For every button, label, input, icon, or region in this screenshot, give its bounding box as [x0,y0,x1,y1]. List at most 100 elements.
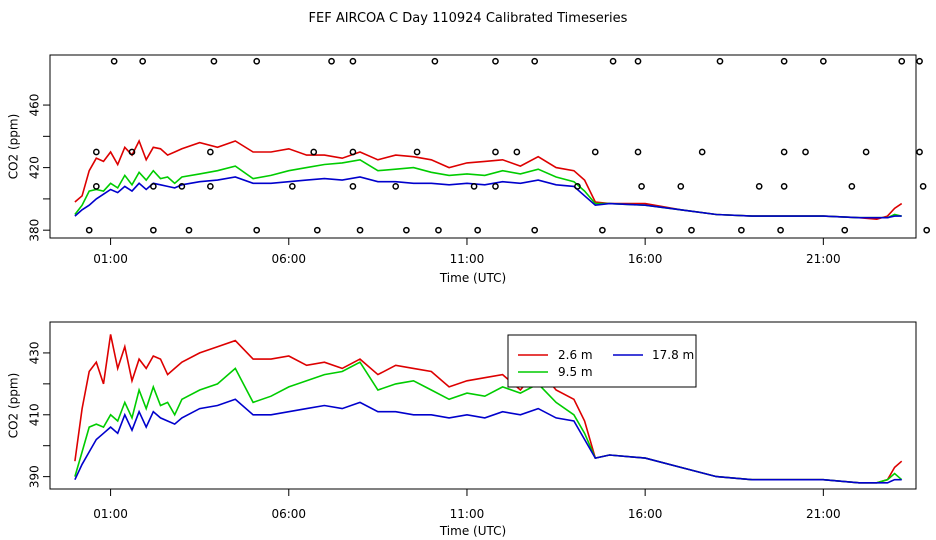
marker-point [609,57,617,65]
chart-title: FEF AIRCOA C Day 110924 Calibrated Times… [309,11,628,26]
marker-point [492,57,499,65]
y-tick-label: 420 [28,156,42,179]
panel-top: 01:00 06:00 11:00 16:00 21:00 380 420 460 Time (… [7,54,931,285]
plot-frame [49,54,917,239]
legend: 2.6 m 9.5 m 17.8 m [507,334,697,388]
marker-point [310,148,318,156]
x-tick-label: 01:00 [93,507,128,521]
marker-point [210,57,218,65]
marker-point [139,57,147,65]
marker-point [677,183,685,190]
x-axis-label: Time (UTC) [439,271,506,285]
marker-point [738,226,745,234]
x-tick-label: 06:00 [271,507,306,521]
marker-point [716,57,724,65]
marker-point [492,183,499,190]
marker-point [431,57,439,65]
marker-point [898,57,906,65]
marker-point [470,183,478,190]
x-tick-label: 06:00 [271,252,306,266]
marker-point [777,226,784,234]
marker-point [349,57,357,65]
marker-point [698,148,706,156]
y-tick-label: 460 [28,94,42,117]
x-tick-label: 11:00 [450,252,485,266]
marker-point [780,148,788,156]
marker-point [599,226,606,234]
panel-bottom: 01:00 06:00 11:00 16:00 21:00 390 410 430 Time (… [7,321,917,538]
marker-point [513,148,521,156]
marker-point [85,226,93,234]
marker-point [819,57,827,65]
x-tick-label: 21:00 [806,252,841,266]
marker-point [688,226,695,234]
marker-point [841,226,849,234]
marker-point [435,226,442,234]
marker-point [531,57,539,65]
marker-point [207,183,214,190]
marker-point [591,148,599,156]
marker-point [916,57,923,65]
x-tick-label: 21:00 [806,507,841,521]
marker-point [403,226,410,234]
y-axis-label: CO2 (ppm) [7,114,21,180]
marker-point [574,183,581,190]
marker-point [919,183,927,190]
series-line-top-1 [74,158,902,219]
marker-point [253,57,261,65]
y-tick-label: 430 [28,341,42,364]
x-tick-label: 16:00 [628,507,663,521]
marker-point [848,183,856,190]
marker-point [110,57,118,65]
marker-point [349,183,357,190]
y-tick-label: 390 [28,465,42,488]
legend-label: 17.8 m [652,348,694,362]
marker-point [413,148,421,156]
marker-point [178,183,186,190]
marker-point [531,226,539,234]
series-line-bottom-2 [74,398,902,484]
series-line-bottom-1 [74,361,903,484]
marker-point [313,226,321,234]
x-tick-label: 11:00 [450,507,485,521]
marker-point [149,183,157,190]
marker-point [634,148,642,156]
marker-point [916,148,923,156]
marker-point [862,148,870,156]
legend-frame [507,334,697,388]
x-tick-label: 16:00 [628,252,663,266]
x-tick-label: 01:00 [93,252,128,266]
marker-point [638,183,645,190]
plot-frame [49,321,917,490]
marker-point [755,183,763,190]
marker-point [392,183,400,190]
series-line-top-0 [74,139,903,221]
marker-point [288,183,296,190]
x-axis-label: Time (UTC) [439,524,506,538]
marker-point [492,148,499,156]
marker-point [923,226,931,234]
marker-point [474,226,482,234]
legend-label: 2.6 m [558,348,593,362]
series-line-top-2 [74,176,902,219]
marker-point [349,148,357,156]
marker-point [149,226,157,234]
marker-point [253,226,261,234]
marker-point [328,57,335,65]
y-axis-label: CO2 (ppm) [7,373,21,439]
marker-point [356,226,364,234]
marker-point [207,148,214,156]
y-tick-label: 380 [28,219,42,242]
marker-point [780,57,788,65]
marker-point [92,148,100,156]
legend-label: 9.5 m [558,365,593,379]
marker-point [780,183,788,190]
marker-point [802,148,809,156]
marker-point [92,183,100,190]
marker-point [634,57,642,65]
y-tick-label: 410 [28,403,42,426]
marker-point [128,148,136,156]
marker-point [656,226,663,234]
marker-point [185,226,193,234]
